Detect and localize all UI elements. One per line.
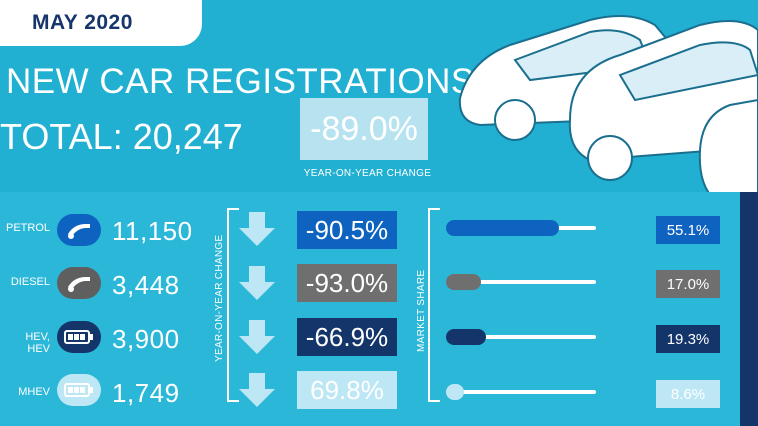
change-hev: -66.9% [297,318,397,356]
share-hev: 19.3% [656,325,720,353]
share-bar-petrol [446,220,560,236]
yoy-bracket [227,208,239,402]
fuel-label-hev: HEV, HEV [25,331,50,355]
change-petrol: -90.5% [297,211,397,249]
fuel-label-petrol: PETROL [5,222,50,234]
fuel-label-diesel: DIESEL [10,276,50,288]
share-mhev: 8.6% [656,380,720,408]
share-bar-mhev [446,384,464,400]
down-arrow-icon [239,373,275,407]
share-bar-diesel [446,274,481,290]
month-badge: MAY 2020 [0,0,202,46]
fuel-label-mhev: MHEV [18,386,50,398]
share-petrol: 55.1% [656,216,720,244]
down-arrow-icon [239,320,275,354]
share-track [446,335,596,339]
fuel-pump-icon [57,267,101,299]
count-diesel: 3,448 [112,270,180,300]
down-arrow-icon [239,212,275,246]
page-title: NEW CAR REGISTRATIONS [6,62,475,101]
yoy-axis-caption: YEAR-ON-YEAR CHANGE [214,234,225,362]
fuel-pump-icon [57,214,101,246]
count-hev: 3,900 [112,324,180,354]
down-arrow-icon [239,266,275,300]
cars-illustration [458,15,758,201]
share-diesel: 17.0% [656,270,720,298]
share-bar-hev [446,329,486,345]
brand-strip [740,192,758,426]
total-yoy-caption: YEAR-ON-YEAR CHANGE [303,168,432,179]
count-mhev: 1,749 [112,378,180,408]
battery-icon [57,374,101,406]
change-diesel: -93.0% [297,264,397,302]
count-petrol: 11,150 [112,216,193,246]
change-mhev: 69.8% [297,371,397,409]
total-registrations: TOTAL: 20,247 [0,116,243,157]
share-bracket [428,208,440,402]
month-label: MAY 2020 [32,11,133,34]
share-track [446,280,596,284]
total-yoy-change: -89.0% [300,98,428,160]
battery-icon [57,321,101,353]
share-axis-caption: MARKET SHARE [416,269,427,352]
share-track [446,390,596,394]
